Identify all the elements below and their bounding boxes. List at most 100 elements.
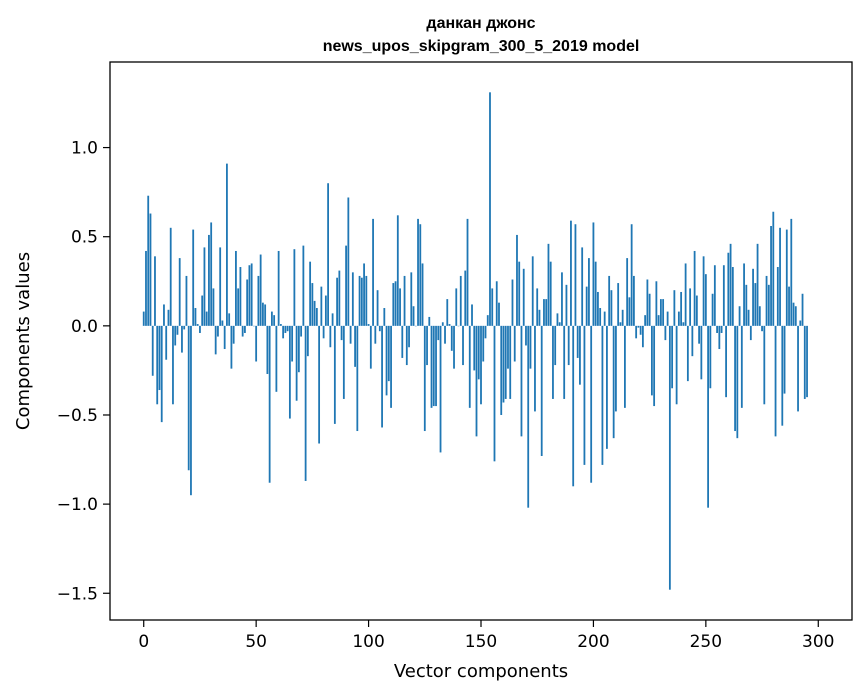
bar [745, 284, 748, 326]
bar [203, 247, 206, 326]
x-axis: 0 50 100 150 200 250 300 [138, 620, 834, 652]
bar [210, 222, 213, 326]
bar [329, 325, 332, 348]
bar [504, 325, 507, 399]
bar [163, 304, 165, 326]
bar [383, 308, 386, 326]
bar [230, 325, 233, 369]
bar [147, 195, 150, 326]
bar [228, 313, 231, 326]
bar [217, 325, 219, 337]
bar [462, 325, 464, 366]
bar [630, 224, 633, 326]
bar [763, 325, 766, 405]
bar [664, 325, 667, 341]
bar [219, 247, 222, 326]
bar [749, 325, 752, 341]
bar [273, 315, 276, 326]
bar [158, 325, 161, 391]
bar [693, 250, 696, 326]
bar [482, 325, 485, 362]
bar [511, 279, 514, 326]
bar [453, 325, 455, 369]
bar [527, 325, 530, 508]
bar [437, 325, 440, 341]
chart-subtitle: news_upos_skipgram_300_5_2019 model [323, 38, 640, 55]
bar [167, 309, 170, 326]
bar [507, 325, 509, 369]
bar [226, 163, 228, 326]
bar [376, 290, 379, 326]
bar [208, 234, 210, 326]
bar [754, 283, 757, 326]
bar [327, 183, 329, 326]
bar [151, 325, 154, 376]
y-tick-label: −0.5 [57, 406, 98, 426]
bar [513, 325, 516, 362]
bar [363, 263, 365, 326]
bar [345, 245, 347, 326]
bar [538, 309, 541, 326]
bar [176, 325, 179, 335]
bar [615, 325, 617, 412]
bar [421, 263, 424, 326]
bar [428, 316, 431, 326]
bar [190, 325, 192, 496]
bar [498, 302, 500, 326]
bar [788, 286, 790, 326]
bar [653, 325, 656, 407]
bar [212, 288, 215, 326]
bar [244, 325, 246, 333]
bar [430, 325, 433, 408]
bar [306, 325, 309, 357]
bar [799, 320, 802, 326]
bar [752, 268, 754, 326]
bar [172, 325, 174, 405]
y-axis-label: Components values [13, 252, 34, 430]
bar [446, 299, 449, 326]
bar [277, 250, 280, 326]
bar [264, 304, 267, 326]
bar [581, 247, 584, 326]
bar [621, 309, 624, 326]
bar [351, 272, 354, 326]
bar [390, 325, 392, 408]
bar [405, 325, 408, 366]
bar [221, 320, 224, 326]
bar [237, 288, 240, 326]
bar [806, 325, 808, 398]
bar [255, 325, 258, 362]
bar [590, 325, 593, 483]
bar [394, 281, 397, 326]
bar [403, 275, 406, 326]
bar [284, 325, 287, 333]
bar [563, 325, 566, 399]
bar [684, 263, 687, 326]
bar [545, 299, 548, 326]
bar [801, 293, 804, 326]
bar [466, 218, 469, 326]
x-tick-label: 300 [802, 632, 834, 652]
bar [698, 325, 700, 344]
bar [495, 281, 498, 326]
bar [358, 275, 361, 326]
bar [803, 325, 806, 399]
bar [439, 325, 442, 453]
bar [673, 290, 676, 326]
bar [295, 325, 298, 401]
bar [767, 284, 770, 326]
bar [671, 325, 674, 389]
bar [725, 325, 727, 398]
bar [617, 283, 620, 326]
bar [464, 270, 467, 326]
bar [659, 299, 662, 326]
x-tick-label: 0 [138, 632, 149, 652]
bar [608, 275, 611, 326]
bar [770, 226, 772, 326]
bar [619, 322, 622, 326]
bar [333, 325, 336, 424]
bar [574, 224, 577, 326]
bar [196, 324, 199, 326]
bar [522, 268, 525, 326]
bar [743, 263, 745, 326]
